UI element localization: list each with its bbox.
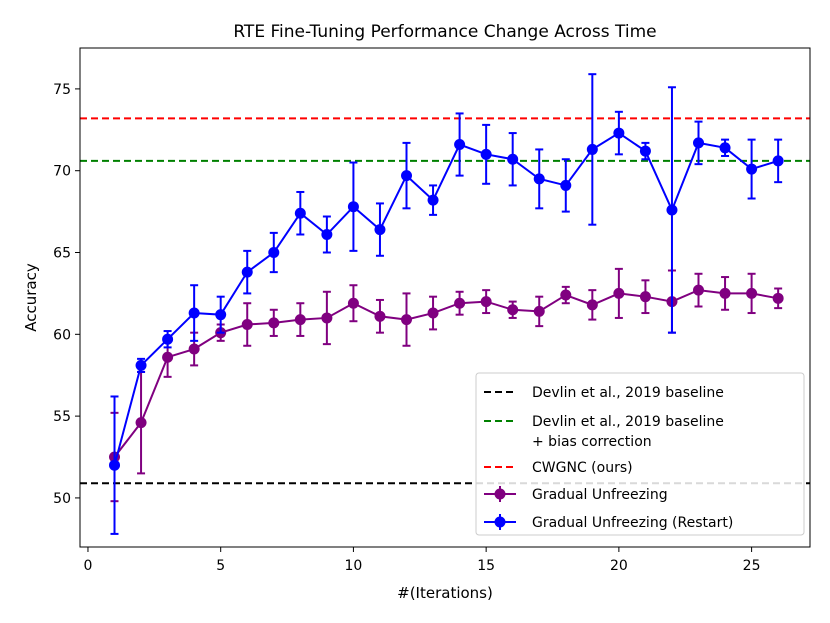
- data-point: [746, 163, 758, 175]
- data-point: [135, 359, 147, 371]
- data-point: [427, 307, 439, 319]
- series-layer: [109, 73, 784, 535]
- data-point: [215, 309, 227, 321]
- legend: Devlin et al., 2019 baseline Devlin et al…: [475, 372, 805, 536]
- axis-ticks: 0 5 10 15 20 25 50 55 60 65 70 75: [53, 82, 760, 574]
- x-tick-label: 0: [84, 558, 93, 574]
- series-group: [109, 73, 784, 535]
- legend-label: + bias correction: [532, 434, 652, 450]
- y-tick-label: 75: [53, 82, 71, 98]
- data-point: [162, 351, 174, 363]
- y-tick-label: 60: [53, 327, 71, 343]
- legend-swatch-marker: [494, 516, 506, 528]
- legend-swatch-marker: [494, 488, 506, 500]
- data-point: [586, 143, 598, 155]
- data-point: [374, 224, 386, 236]
- data-point: [666, 204, 678, 216]
- data-point: [268, 247, 280, 259]
- data-point: [162, 333, 174, 345]
- data-point: [401, 170, 413, 182]
- legend-label: CWGNC (ours): [532, 460, 633, 476]
- data-point: [241, 266, 253, 278]
- data-point: [480, 296, 492, 308]
- x-tick-label: 25: [743, 558, 761, 574]
- data-point: [719, 287, 731, 299]
- data-point: [507, 153, 519, 165]
- data-point: [454, 297, 466, 309]
- data-point: [693, 284, 705, 296]
- y-tick-label: 65: [53, 246, 71, 262]
- chart-title: RTE Fine-Tuning Performance Change Acros…: [233, 22, 656, 42]
- data-point: [560, 179, 572, 191]
- data-point: [613, 287, 625, 299]
- data-point: [772, 155, 784, 167]
- data-point: [533, 305, 545, 317]
- data-point: [135, 417, 147, 429]
- series-line: [113, 131, 779, 466]
- data-point: [454, 139, 466, 151]
- data-point: [188, 307, 200, 319]
- x-axis-label: #(Iterations): [397, 584, 493, 602]
- y-tick-label: 50: [53, 491, 71, 507]
- x-tick-label: 10: [345, 558, 363, 574]
- data-point: [639, 291, 651, 303]
- data-point: [374, 310, 386, 322]
- series-group: [109, 267, 784, 503]
- data-point: [693, 137, 705, 149]
- data-point: [719, 142, 731, 154]
- x-tick-label: 5: [216, 558, 225, 574]
- data-point: [347, 201, 359, 213]
- data-point: [427, 194, 439, 206]
- data-point: [746, 287, 758, 299]
- y-axis-label: Accuracy: [22, 263, 40, 332]
- data-point: [401, 314, 413, 326]
- y-tick-label: 55: [53, 409, 71, 425]
- data-point: [109, 459, 121, 471]
- x-tick-label: 20: [610, 558, 628, 574]
- data-point: [241, 318, 253, 330]
- data-point: [188, 343, 200, 355]
- data-point: [533, 173, 545, 185]
- data-point: [480, 148, 492, 160]
- legend-label: Gradual Unfreezing: [532, 487, 668, 503]
- x-tick-label: 15: [477, 558, 495, 574]
- legend-label: Devlin et al., 2019 baseline: [532, 385, 724, 401]
- data-point: [560, 289, 572, 301]
- legend-label: Devlin et al., 2019 baseline: [532, 414, 724, 430]
- legend-box: [475, 372, 805, 536]
- legend-label: Gradual Unfreezing (Restart): [532, 515, 733, 531]
- data-point: [321, 229, 333, 241]
- data-point: [347, 297, 359, 309]
- y-tick-label: 70: [53, 164, 71, 180]
- data-point: [321, 312, 333, 324]
- data-point: [639, 145, 651, 157]
- data-point: [586, 299, 598, 311]
- data-point: [268, 317, 280, 329]
- data-point: [294, 314, 306, 326]
- data-point: [294, 207, 306, 219]
- data-point: [507, 304, 519, 316]
- data-point: [772, 292, 784, 304]
- plot-area-frame: [79, 47, 811, 548]
- data-point: [613, 127, 625, 139]
